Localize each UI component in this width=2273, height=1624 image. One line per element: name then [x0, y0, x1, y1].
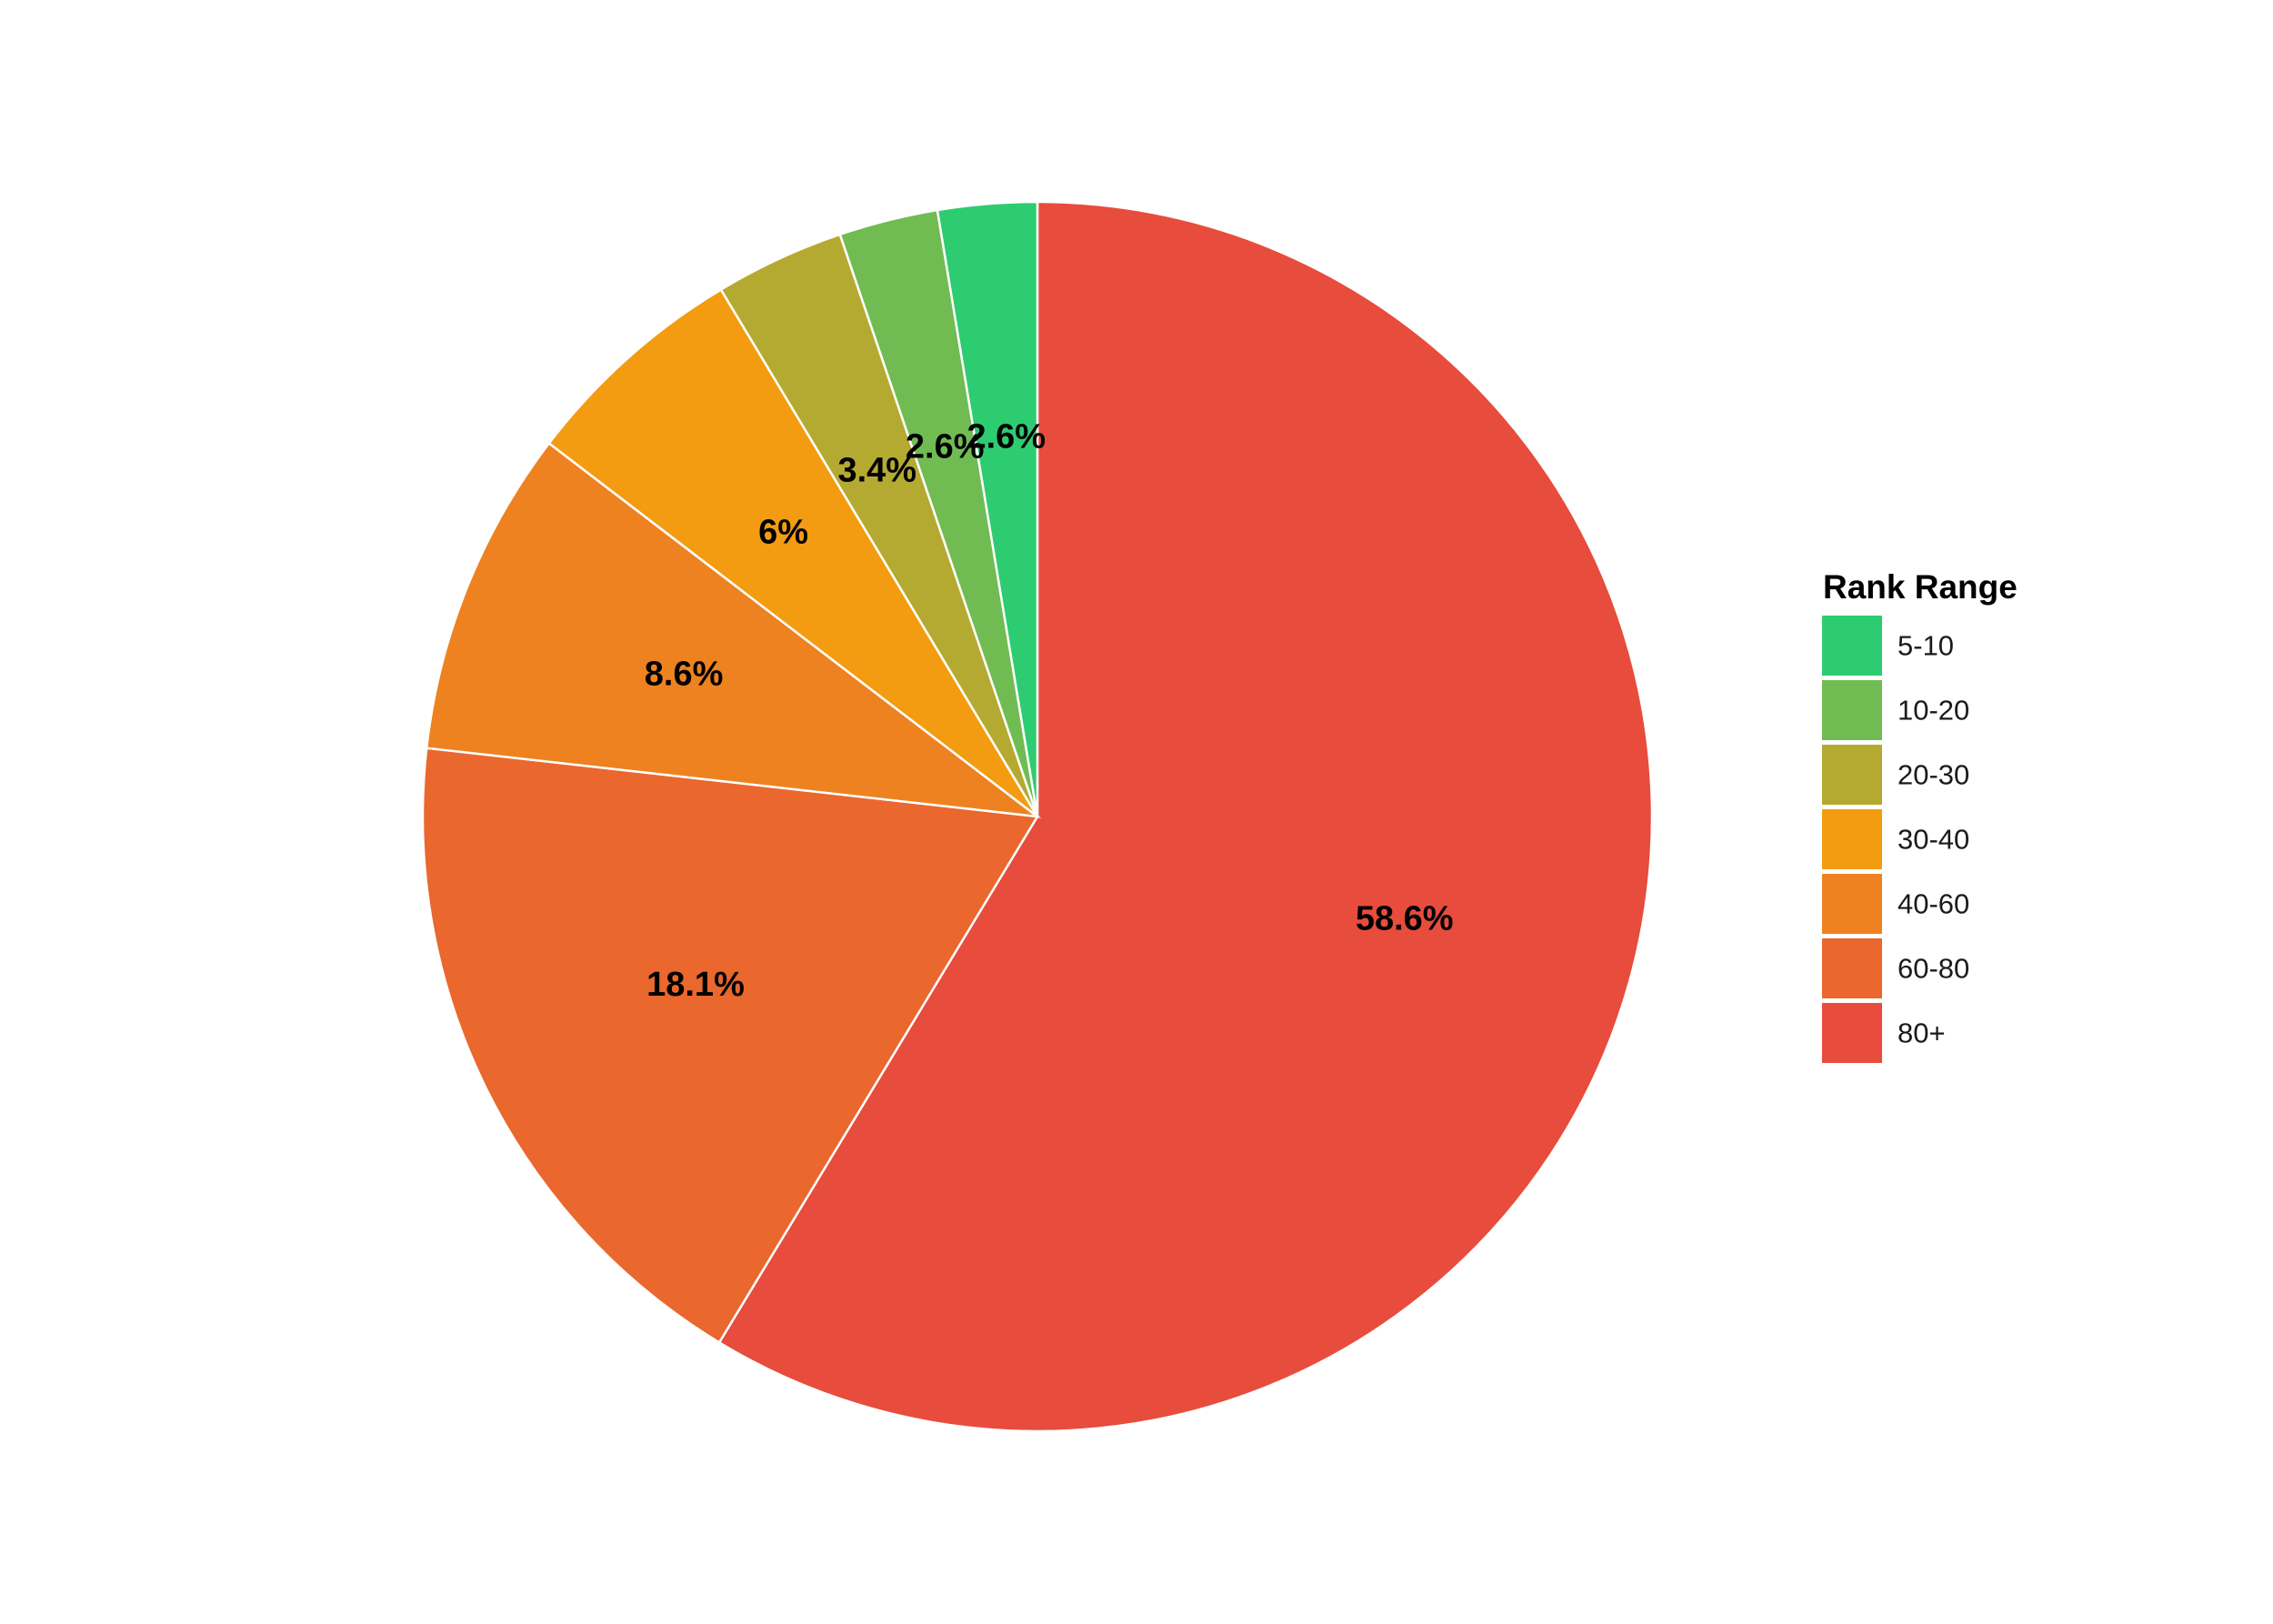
pie-slice-40-60 — [425, 441, 1042, 818]
pie-slice-labels: 58.6%18.1%8.6%6%3.4%2.6%2.6% — [645, 417, 1454, 1004]
pie-slice-label-30-40: 6% — [758, 514, 808, 552]
pie-slice-label-60-80: 18.1% — [646, 966, 745, 1004]
legend-swatch-60-80 — [1822, 938, 1882, 998]
legend-label-20-30: 20-30 — [1898, 759, 1969, 791]
pie-slice-label-40-60: 8.6% — [645, 656, 724, 694]
legend-title: Rank Range — [1823, 568, 2018, 606]
legend-label-10-20: 10-20 — [1898, 695, 1969, 727]
pie-slice-label-10-20: 2.6% — [906, 427, 985, 466]
legend-items: 5-10 10-20 20-30 30-40 40-60 60-80 80+ — [1822, 616, 1969, 1063]
legend-label-30-40: 30-40 — [1898, 824, 1969, 856]
pie-slice-label-5-10: 2.6% — [966, 417, 1046, 456]
legend-label-60-80: 60-80 — [1898, 953, 1969, 985]
legend-swatch-20-30 — [1822, 745, 1882, 805]
legend-swatch-30-40 — [1822, 809, 1882, 869]
legend-swatch-80plus — [1822, 1003, 1882, 1063]
legend-label-80plus: 80+ — [1898, 1018, 1946, 1049]
legend: Rank Range 5-10 10-20 20-30 30-40 40-60 60-80… — [1822, 568, 2018, 1063]
pie-slice-60-80 — [421, 747, 1040, 1345]
legend-label-5-10: 5-10 — [1898, 630, 1954, 662]
legend-label-40-60: 40-60 — [1898, 888, 1969, 920]
legend-swatch-10-20 — [1822, 680, 1882, 740]
pie-slice-80plus — [717, 200, 1654, 1433]
legend-swatch-5-10 — [1822, 616, 1882, 676]
pie-slice-5-10 — [936, 200, 1039, 817]
legend-swatch-40-60 — [1822, 874, 1882, 934]
pie-slice-label-80plus: 58.6% — [1356, 900, 1454, 938]
pie-slice-30-40 — [547, 287, 1039, 817]
pie-slices — [421, 200, 1654, 1433]
pie-slice-label-20-30: 3.4% — [837, 452, 916, 490]
